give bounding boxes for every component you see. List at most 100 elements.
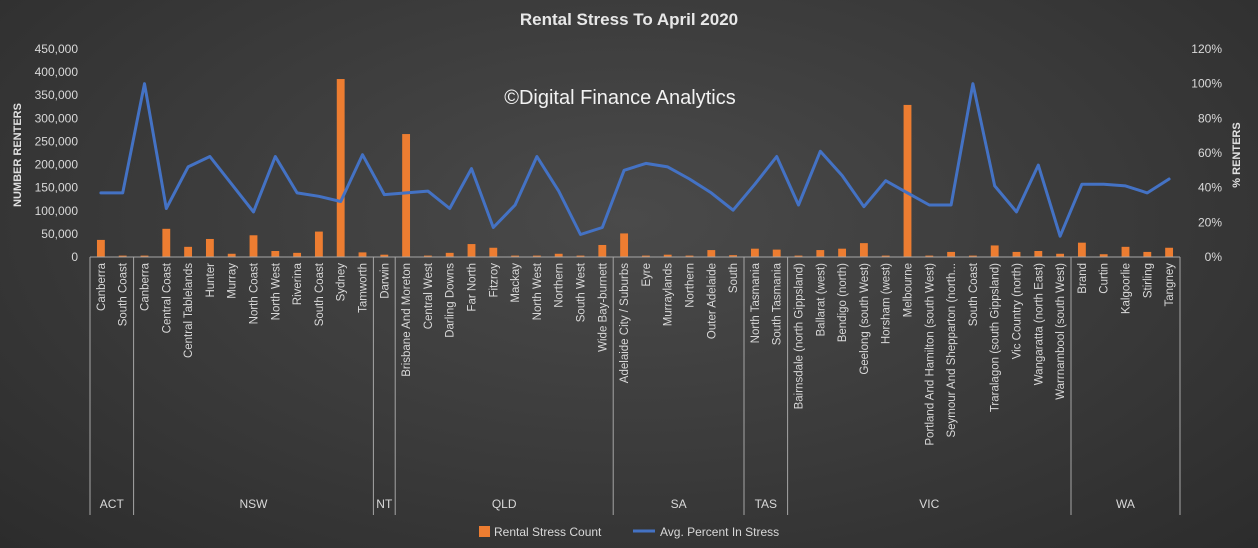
x-tick-label: Seymour And Shepparton (north... [946, 263, 958, 438]
bar [184, 246, 193, 257]
bar [293, 252, 302, 257]
group-label: SA [671, 497, 687, 511]
bar [554, 253, 563, 257]
x-tick-label: Tangney [1164, 263, 1176, 307]
x-tick-label: Wangaratta (north East) [1033, 263, 1045, 385]
group-label: ACT [100, 497, 125, 511]
y-tick-label-left: 450,000 [35, 42, 79, 56]
x-tick-label: South [728, 263, 740, 293]
x-tick-label: Mackay [510, 263, 522, 303]
bar [576, 255, 585, 257]
x-tick-label: Bendigo (north) [837, 263, 849, 342]
x-tick-label: Brisbane And Moreton [401, 263, 413, 377]
x-tick-label: Northern [554, 263, 566, 308]
bar [794, 255, 803, 257]
bar [1012, 251, 1021, 257]
bar [729, 255, 738, 257]
y-tick-label-left: 300,000 [35, 111, 79, 125]
bar [772, 249, 781, 257]
bar [1077, 242, 1086, 257]
y-axis-right: 0% 20% 40% 60% 80% 100% 120% [1191, 42, 1222, 264]
bar [249, 235, 258, 257]
x-tick-label: Darwin [379, 263, 391, 299]
bar [118, 255, 127, 257]
x-tick-label: Far North [467, 263, 479, 312]
x-tick-label: Darling Downs [445, 263, 457, 338]
group-label: NT [376, 497, 393, 511]
y-tick-label-right: 120% [1191, 42, 1222, 56]
group-label: TAS [755, 497, 777, 511]
y-axis-title-right: % RENTERS [1231, 122, 1243, 187]
x-tick-label: Curtin [1099, 263, 1111, 294]
bar [1143, 251, 1152, 257]
group-label: WA [1116, 497, 1135, 511]
bar [1056, 253, 1065, 257]
y-tick-label-left: 0 [71, 250, 78, 264]
x-tick-label: Central West [423, 262, 435, 329]
x-tick-label: Melbourne [903, 263, 915, 317]
x-tick-label: Murraylands [663, 263, 675, 327]
x-tick-label: Brand [1077, 263, 1089, 294]
x-tick-label: Riverina [292, 262, 304, 305]
legend-label-bar: Rental Stress Count [494, 525, 602, 539]
bar [903, 104, 912, 257]
bar [532, 255, 541, 257]
bar-series [96, 79, 1174, 258]
y-tick-label-left: 200,000 [35, 158, 79, 172]
legend: Rental Stress Count Avg. Percent In Stre… [479, 525, 779, 539]
bar [423, 255, 432, 257]
bar [1121, 246, 1130, 257]
x-tick-label: Ballarat (west) [815, 263, 827, 337]
legend-swatch-bar [479, 526, 490, 537]
y-tick-label-left: 350,000 [35, 88, 79, 102]
bar [402, 134, 411, 257]
x-tick-label: North West [270, 262, 282, 320]
bar [314, 231, 323, 257]
x-tick-label: Murray [227, 263, 239, 299]
bar [990, 245, 999, 257]
x-axis: Canberra South Coast Canberra Central Coast… [89, 256, 1181, 515]
bar [925, 255, 934, 257]
x-tick-label: Geelong (south West) [859, 263, 871, 375]
x-tick-label: Kalgoorlie [1121, 263, 1133, 314]
bar [1165, 247, 1174, 257]
bar [838, 248, 847, 257]
y-axis-left: 0 50,000 100,000 150,000 200,000 250,000 300,0… [35, 42, 79, 264]
y-tick-label-left: 150,000 [35, 181, 79, 195]
y-tick-label-right: 20% [1198, 215, 1222, 229]
y-tick-label-right: 100% [1191, 77, 1222, 91]
y-tick-label-right: 60% [1198, 146, 1222, 160]
x-tick-label: Outer Adelaide [706, 263, 718, 339]
bar [445, 252, 454, 257]
bar [1034, 250, 1043, 257]
bar [162, 228, 171, 257]
group-label: NSW [240, 497, 269, 511]
group-label: VIC [919, 497, 939, 511]
bar [227, 253, 236, 257]
bar [750, 248, 759, 257]
bar [489, 247, 498, 257]
x-tick-label: South Tasmania [772, 262, 784, 345]
bar [140, 255, 149, 257]
bar [685, 255, 694, 257]
y-tick-label-right: 80% [1198, 111, 1222, 125]
x-tick-label: Eyre [641, 263, 653, 287]
x-tick-label: North West [532, 262, 544, 320]
chart-title: Rental Stress To April 2020 [520, 10, 738, 29]
bar [968, 255, 977, 257]
x-tick-label: Northern [685, 263, 697, 308]
x-tick-label: Central Tablelands [183, 263, 195, 358]
bar [205, 238, 214, 257]
bar [271, 250, 280, 257]
x-tick-label: Central Coast [161, 262, 173, 333]
bar [881, 255, 890, 257]
bar [641, 255, 650, 257]
x-tick-label: Wide Bay-burnett [597, 262, 609, 352]
group-label: QLD [492, 497, 517, 511]
bar [947, 251, 956, 257]
legend-label-line: Avg. Percent In Stress [660, 525, 779, 539]
y-axis-title-left: NUMBER RENTERS [12, 103, 24, 207]
x-tick-label: North Coast [249, 262, 261, 324]
x-tick-label: Adelaide City / Suburbs [619, 263, 631, 383]
